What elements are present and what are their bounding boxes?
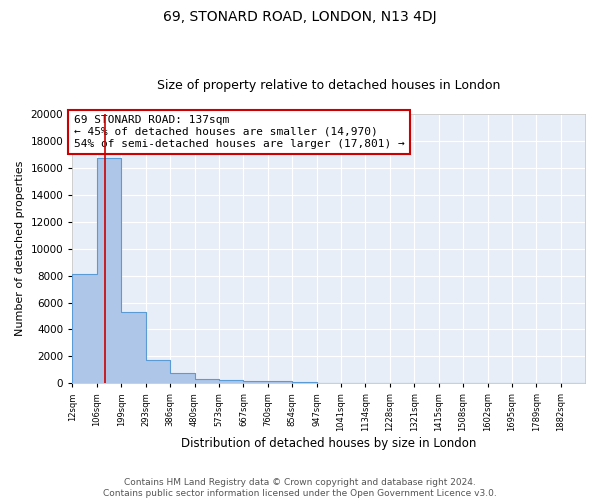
Y-axis label: Number of detached properties: Number of detached properties: [15, 161, 25, 336]
Text: Contains HM Land Registry data © Crown copyright and database right 2024.
Contai: Contains HM Land Registry data © Crown c…: [103, 478, 497, 498]
Title: Size of property relative to detached houses in London: Size of property relative to detached ho…: [157, 79, 500, 92]
Text: 69 STONARD ROAD: 137sqm
← 45% of detached houses are smaller (14,970)
54% of sem: 69 STONARD ROAD: 137sqm ← 45% of detache…: [74, 116, 404, 148]
Text: 69, STONARD ROAD, LONDON, N13 4DJ: 69, STONARD ROAD, LONDON, N13 4DJ: [163, 10, 437, 24]
X-axis label: Distribution of detached houses by size in London: Distribution of detached houses by size …: [181, 437, 476, 450]
